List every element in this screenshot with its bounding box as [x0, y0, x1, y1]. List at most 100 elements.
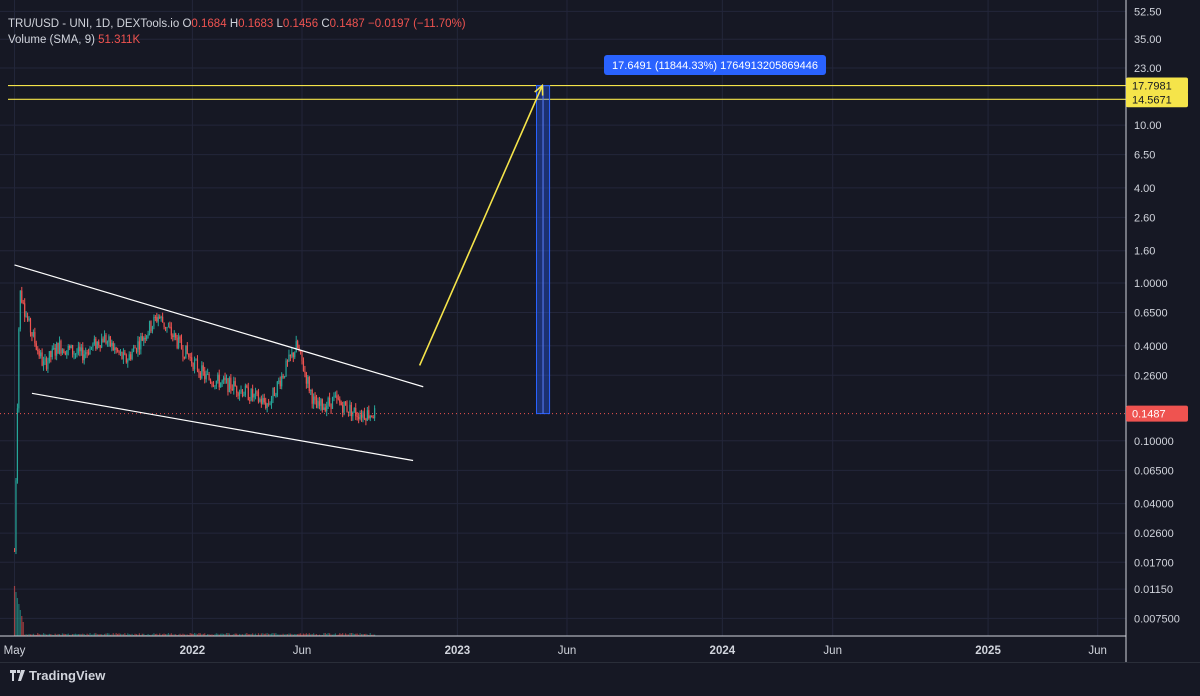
volume-bar	[327, 633, 329, 636]
candle-body	[323, 407, 325, 410]
candle-body	[141, 336, 143, 341]
volume-bar	[51, 634, 53, 636]
candle-body	[124, 352, 126, 355]
volume-bar	[331, 634, 334, 636]
volume-bar	[256, 634, 258, 636]
horizontal-gridlines	[0, 10, 1126, 619]
volume-bar	[61, 633, 64, 636]
candle-body	[29, 318, 32, 333]
volume-bar	[73, 633, 75, 636]
volume-bar	[215, 633, 217, 636]
volume-bar	[29, 634, 32, 636]
time-tick-label: Jun	[823, 645, 842, 657]
candle-body	[101, 338, 103, 348]
candle-body	[334, 395, 337, 397]
candle-body	[31, 332, 33, 337]
volume-bar	[237, 634, 239, 636]
candle-body	[260, 399, 262, 404]
candle-body	[137, 341, 139, 352]
volume-bar	[31, 634, 33, 636]
volume-bar	[18, 604, 20, 636]
volume-bar	[343, 634, 345, 636]
candle-body	[82, 347, 84, 361]
volume-bar	[118, 633, 120, 636]
candle-body	[268, 403, 270, 405]
candle-body	[102, 338, 104, 343]
candle-body	[53, 347, 55, 349]
volume-bar	[301, 634, 303, 636]
level-badge: 17.7981	[1132, 81, 1172, 93]
volume-bar	[70, 634, 72, 636]
candle-body	[163, 322, 165, 327]
volume-bar	[294, 633, 296, 636]
candle-body	[54, 347, 56, 356]
symbol-title[interactable]: TRU/USD - UNI, 1D, DEXTools.io	[8, 18, 180, 30]
open-value: 0.1684	[191, 18, 227, 30]
level-badge-box	[1126, 77, 1188, 94]
candle-body	[146, 335, 148, 340]
candle-body	[195, 359, 197, 361]
candle-body	[227, 378, 229, 393]
volume-bar	[115, 633, 117, 636]
volume-bar	[283, 634, 286, 636]
candle-body	[112, 342, 114, 351]
volume-bar	[310, 634, 312, 636]
candle-body	[374, 408, 376, 419]
chart-background	[0, 0, 1200, 662]
tradingview-logo-icon	[10, 670, 25, 681]
volume-bar	[71, 634, 74, 636]
candle-body	[358, 416, 360, 419]
candle-body	[42, 361, 45, 366]
volume-bar	[106, 633, 109, 636]
current-price-badge-box	[1126, 405, 1188, 422]
volume-indicator-label[interactable]: Volume (SMA, 9)	[8, 34, 95, 46]
volume-bar	[317, 634, 319, 636]
candle-body	[238, 391, 241, 396]
volume-bar	[160, 634, 162, 636]
volume-bar	[236, 633, 238, 636]
volume-bar	[347, 634, 350, 636]
candle-body	[369, 415, 371, 419]
volume-bar	[96, 634, 98, 636]
candle-body	[69, 345, 71, 349]
candle-body	[249, 400, 251, 401]
volume-bar	[195, 633, 197, 636]
volume-bar	[320, 634, 322, 636]
volume-bar	[363, 634, 366, 636]
candle-body	[106, 341, 109, 344]
candle-body	[327, 397, 329, 406]
volume-bar	[234, 633, 236, 636]
volume-bar	[208, 634, 210, 636]
volume-bar	[246, 633, 248, 636]
volume-bar	[286, 634, 289, 636]
candle-body	[176, 337, 178, 348]
volume-bar	[112, 633, 114, 636]
volume-bar	[79, 633, 81, 636]
candle-body	[273, 387, 276, 397]
candle-body	[25, 316, 27, 318]
candle-body	[60, 341, 62, 354]
candle-body	[38, 350, 40, 357]
candle-body	[281, 375, 283, 387]
volume-indicator-value: 51.311K	[98, 34, 141, 46]
tradingview-logo[interactable]: TradingView	[10, 668, 105, 683]
volume-bar	[188, 634, 190, 636]
candle-body	[162, 316, 164, 323]
volume-bar	[355, 633, 357, 636]
volume-bar	[313, 633, 315, 636]
candle-body	[270, 398, 273, 404]
candle-body	[192, 363, 194, 370]
candle-body	[191, 357, 193, 364]
volume-bar	[135, 634, 138, 636]
current-price-badge: 0.1487	[1132, 409, 1166, 421]
candle-body	[183, 356, 185, 359]
volume-bar	[144, 634, 146, 636]
candle-body	[156, 317, 158, 322]
candle-body	[326, 405, 328, 412]
volume-bar	[125, 634, 127, 636]
volume-bar	[13, 586, 16, 636]
volume-bar	[159, 633, 161, 636]
candle-body	[339, 399, 341, 403]
